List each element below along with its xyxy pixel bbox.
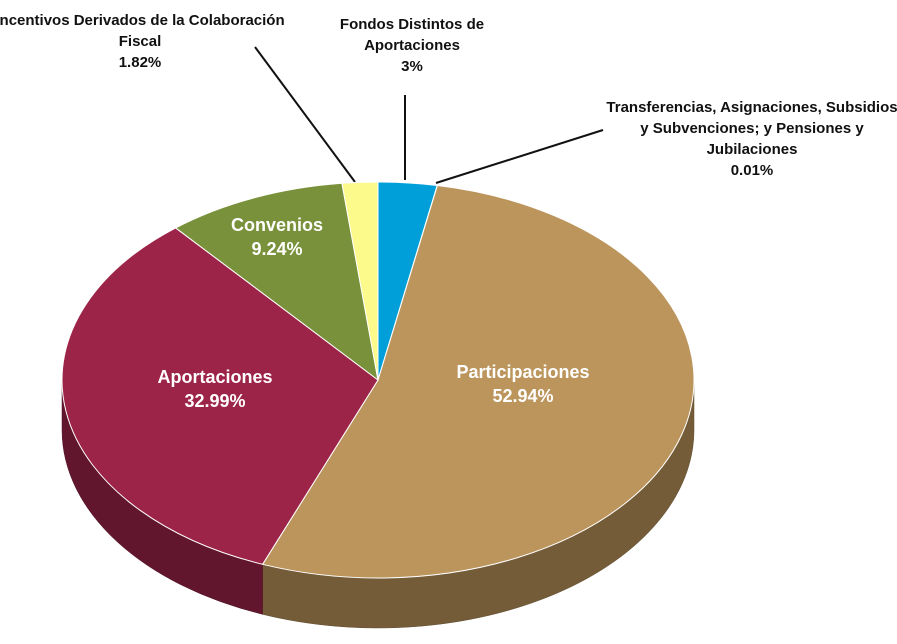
pie-tops [61, 181, 695, 579]
value-label: 1.82% [118, 54, 162, 71]
category-label: Convenios [230, 215, 323, 235]
slice-label: Transferencias, Asignaciones, Subsidios … [602, 97, 897, 181]
value-label: 9.24% [251, 239, 303, 259]
value-label: 32.99% [184, 391, 246, 411]
slice [174, 182, 379, 382]
slice [341, 181, 379, 381]
category-label: Participaciones [456, 362, 590, 382]
slice [261, 184, 695, 579]
slice-label: Fondos Distintos de Aportaciones 3% [307, 14, 517, 77]
slice-label: Aportaciones 32.99% [115, 365, 315, 413]
category-label: Aportaciones [157, 367, 273, 387]
slice-label: Participaciones 52.94% [413, 360, 633, 408]
slice [61, 227, 379, 565]
category-label: Incentivos Derivados de la Colaboración … [0, 12, 285, 50]
category-label: Transferencias, Asignaciones, Subsidios … [606, 99, 897, 158]
slice-label: Convenios 9.24% [187, 213, 367, 261]
leader-line [435, 129, 604, 184]
leader-line [254, 46, 356, 183]
value-label: 3% [401, 58, 423, 75]
value-label: 0.01% [730, 162, 774, 179]
slice-label: Incentivos Derivados de la Colaboración … [0, 10, 285, 73]
value-label: 52.94% [492, 386, 554, 406]
category-label: Fondos Distintos de Aportaciones [339, 16, 485, 54]
